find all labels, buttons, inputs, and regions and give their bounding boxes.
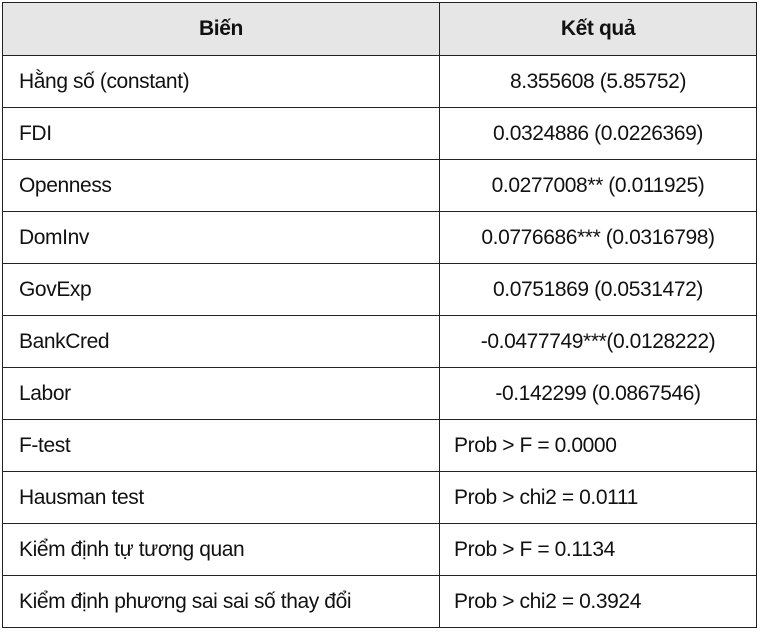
result-cell: 0.0751869 (0.0531472) [439,263,757,316]
variable-cell: BankCred [2,315,440,368]
table-row: GovExp 0.0751869 (0.0531472) [2,263,757,316]
variable-cell: DomInv [2,211,440,264]
result-cell: 0.0776686*** (0.0316798) [439,211,757,264]
result-cell: Prob > F = 0.0000 [439,419,757,472]
result-cell: -0.142299 (0.0867546) [439,367,757,420]
variable-cell: FDI [2,107,440,160]
variable-cell: Kiểm định tự tương quan [2,523,440,576]
table-row: DomInv 0.0776686*** (0.0316798) [2,211,757,264]
table-header: Biến Kết quả [2,2,757,56]
result-cell: 0.0277008** (0.011925) [439,159,757,212]
result-cell: Prob > F = 0.1134 [439,523,757,576]
variable-cell: Kiểm định phương sai sai số thay đổi [2,575,440,628]
header-cell: Kết quả [439,2,757,56]
table-row: BankCred -0.0477749***(0.0128222) [2,315,757,368]
table-row: FDI 0.0324886 (0.0226369) [2,107,757,160]
variable-cell: Hausman test [2,471,440,524]
table-row: F-test Prob > F = 0.0000 [2,419,757,472]
table-row: Hằng số (constant) 8.355608 (5.85752) [2,55,757,108]
header-cell: Biến [2,2,440,56]
table-row: Labor -0.142299 (0.0867546) [2,367,757,420]
result-cell: 0.0324886 (0.0226369) [439,107,757,160]
variable-cell: Hằng số (constant) [2,55,440,108]
table-body: Hằng số (constant) 8.355608 (5.85752) FDI 0… [2,55,757,628]
result-cell: Prob > chi2 = 0.3924 [439,575,757,628]
table-row: Kiểm định tự tương quan Prob > F = 0.1134 [2,523,757,576]
result-cell: 8.355608 (5.85752) [439,55,757,108]
variable-cell: Openness [2,159,440,212]
table-row: Openness 0.0277008** (0.011925) [2,159,757,212]
table-row: Hausman test Prob > chi2 = 0.0111 [2,471,757,524]
results-table: Biến Kết quả Hằng số (constant) 8.355608 … [2,2,757,628]
variable-cell: GovExp [2,263,440,316]
variable-cell: F-test [2,419,440,472]
table-row: Kiểm định phương sai sai số thay đổi Prob… [2,575,757,628]
variable-cell: Labor [2,367,440,420]
result-cell: -0.0477749***(0.0128222) [439,315,757,368]
result-cell: Prob > chi2 = 0.0111 [439,471,757,524]
header-row: Biến Kết quả [2,2,757,56]
